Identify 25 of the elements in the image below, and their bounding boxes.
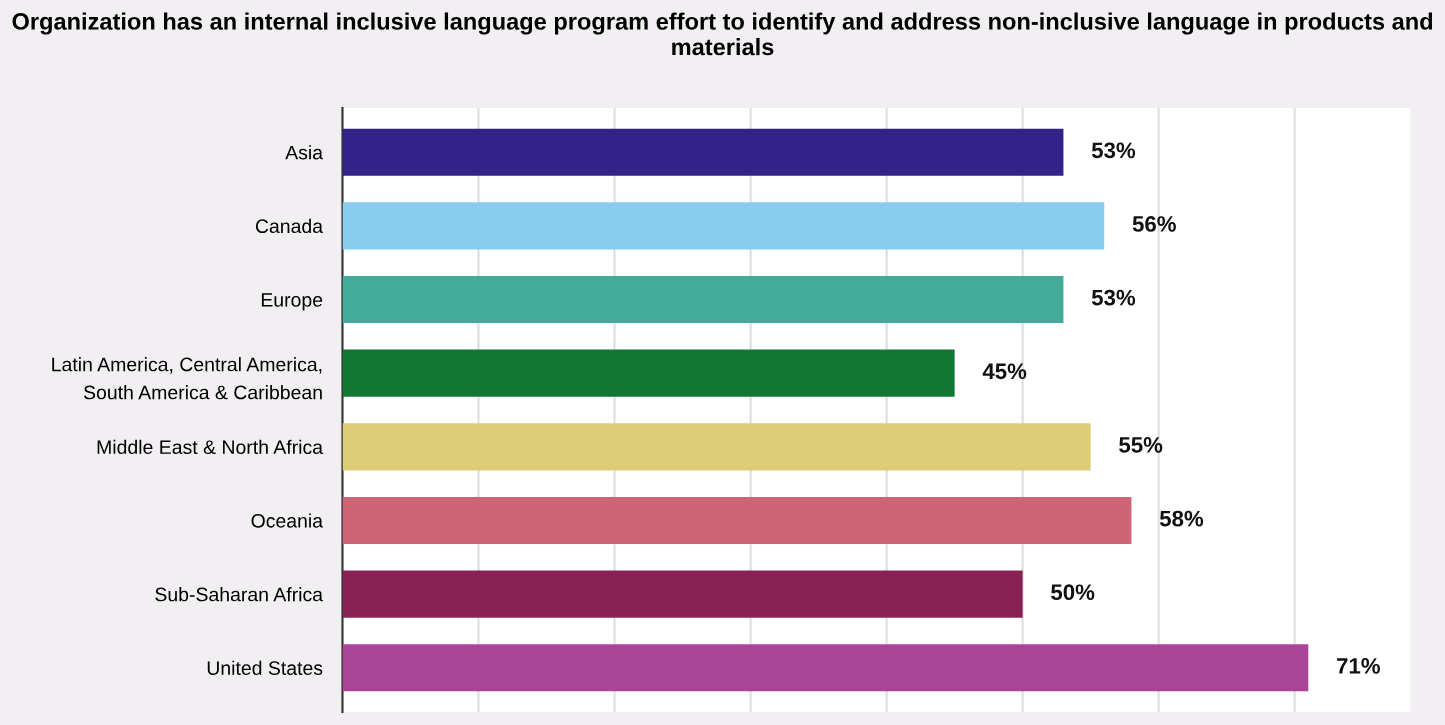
data-label: 45% <box>982 363 1027 380</box>
y-tick-label: Middle East & North Africa <box>97 439 324 455</box>
data-label: 53% <box>1091 142 1136 159</box>
bar <box>342 570 1023 618</box>
data-label: 50% <box>1051 584 1095 601</box>
bar <box>342 423 1091 471</box>
chart-title: Organization has an internal inclusive language program effort to identify and address non-inclusive language in products and materials <box>12 12 1433 56</box>
y-tick-label: Canada <box>255 218 324 234</box>
y-tick-label: Asia <box>285 145 324 160</box>
bar <box>342 349 955 397</box>
y-tick-label: Oceania <box>251 513 324 528</box>
bar <box>342 128 1064 176</box>
bar <box>342 496 1132 545</box>
bar <box>342 644 1309 692</box>
data-label: 56% <box>1132 216 1176 232</box>
y-tick-label: United States <box>207 660 323 675</box>
data-label: 55% <box>1119 437 1163 453</box>
y-tick-label: Europe <box>261 293 323 311</box>
y-tick-label: Latin America, Central America, South America & Caribbean <box>52 357 322 400</box>
y-tick-label: Sub-Saharan Africa <box>155 587 324 602</box>
bar <box>342 202 1105 250</box>
bar <box>342 275 1064 324</box>
data-label: 71% <box>1337 658 1380 674</box>
data-label: 58% <box>1159 510 1204 527</box>
data-label: 53% <box>1091 289 1136 306</box>
